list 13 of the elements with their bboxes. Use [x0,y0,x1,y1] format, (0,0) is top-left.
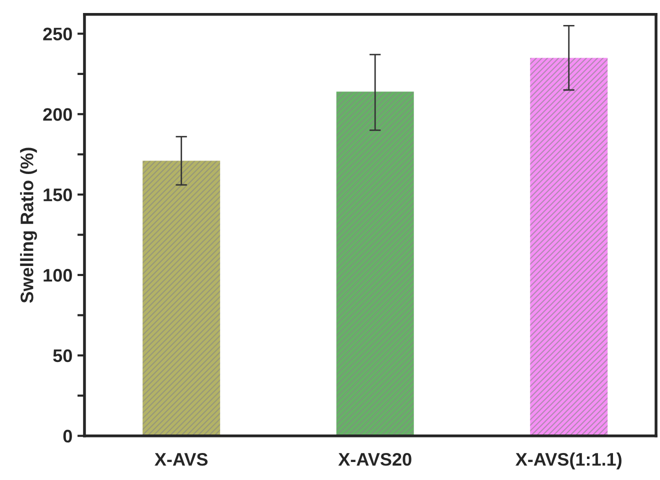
y-tick-label: 150 [44,188,72,202]
bar [336,92,414,436]
bar [530,58,608,436]
bar [142,160,220,436]
y-axis-title: Swelling Ratio (%) [20,148,37,303]
y-tick-label: 200 [43,108,72,121]
y-tick-label: 0 [63,430,72,443]
y-tick-label: 50 [53,349,72,362]
x-tick-label: X-AVS(1:1.1) [516,452,622,470]
y-tick-label: 100 [44,268,72,282]
y-tick-label: 250 [43,28,72,40]
x-tick-label: X-AVS [154,452,208,466]
x-tick-label: X-AVS20 [338,452,412,466]
